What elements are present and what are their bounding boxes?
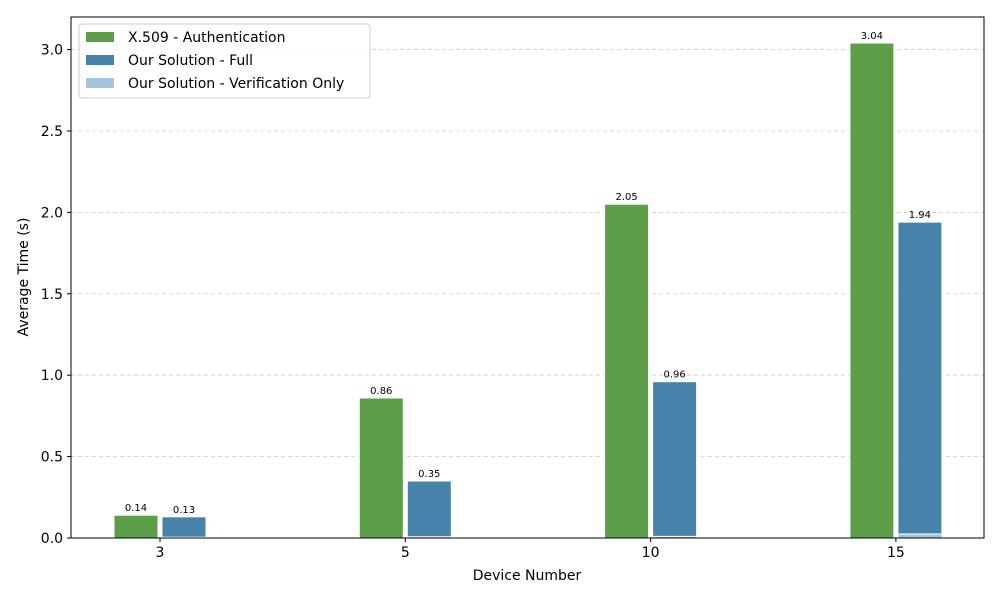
legend-box (78, 23, 371, 99)
x-tick-label: 5 (401, 545, 410, 561)
legend: X.509 - Authentication Our Solution - Ful… (78, 23, 371, 99)
bar-full-solution (897, 221, 943, 539)
bar-x509-auth (113, 514, 159, 539)
bar-x509-auth (849, 42, 895, 539)
legend-label: Our Solution - Full (128, 53, 253, 69)
bar-full-solution (406, 480, 452, 539)
y-tick-label: 3.0 (41, 43, 63, 59)
bar-value-label: 2.05 (615, 192, 637, 203)
legend-swatch (86, 78, 114, 88)
bar-x509-auth (604, 203, 650, 539)
y-tick-label: 1.5 (41, 287, 63, 303)
gridlines (71, 49, 984, 539)
bar-x509-auth (358, 397, 404, 539)
bars (113, 42, 943, 539)
x-tick-label: 10 (642, 545, 660, 561)
bar-full-solution (652, 381, 698, 539)
y-tick-label: 2.5 (41, 124, 63, 140)
bar-value-label: 0.14 (125, 503, 147, 514)
x-axis-label: Device Number (473, 568, 582, 584)
bar-value-label: 0.35 (418, 469, 440, 480)
x-tick-label: 3 (156, 545, 165, 561)
bar-value-label: 0.13 (173, 505, 195, 516)
legend-swatch (86, 55, 114, 65)
bar-value-label: 1.94 (909, 210, 931, 221)
bar-value-label: 3.04 (861, 31, 883, 42)
x-axis: 3 5 10 15 (156, 538, 905, 561)
legend-label: X.509 - Authentication (128, 30, 286, 46)
legend-label: Our Solution - Verification Only (128, 76, 344, 92)
y-tick-label: 0.0 (41, 531, 63, 547)
y-tick-label: 1.0 (41, 368, 63, 384)
x-tick-label: 15 (887, 545, 905, 561)
bar-verification-only (897, 533, 943, 539)
y-tick-label: 0.5 (41, 450, 63, 466)
legend-swatch (86, 32, 114, 42)
bar-value-label: 0.96 (663, 370, 685, 381)
plot-frame (70, 16, 985, 539)
y-axis-label: Average Time (s) (16, 218, 32, 337)
bar-value-labels: 0.14 0.13 0.86 0.35 2.05 0.96 3.04 1.94 (125, 31, 931, 516)
y-axis: 0.0 0.5 1.0 1.5 2.0 2.5 3.0 (41, 43, 71, 547)
y-tick-label: 2.0 (41, 205, 63, 221)
bar-value-label: 0.86 (370, 386, 392, 397)
bar-full-solution (161, 516, 207, 539)
